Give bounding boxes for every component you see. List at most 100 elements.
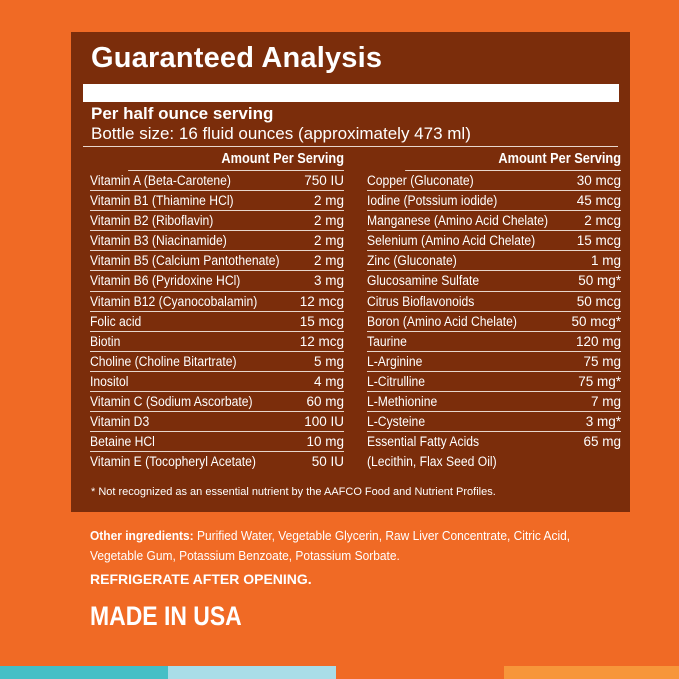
nutrient-row: Manganese (Amino Acid Chelate) 2 mcg	[367, 211, 621, 232]
nutrient-amount: 12 mcg	[299, 333, 344, 349]
nutrient-name: Manganese (Amino Acid Chelate)	[367, 213, 548, 229]
nutrient-name: Inositol	[90, 373, 129, 389]
nutrient-name: Vitamin C (Sodium Ascorbate)	[90, 394, 253, 410]
nutrient-name: Citrus Bioflavonoids	[367, 293, 475, 309]
nutrient-amount: 60 mg	[306, 394, 344, 410]
nutrient-row: Copper (Gluconate) 30 mcg	[367, 171, 621, 192]
nutrient-row: Essential Fatty Acids 65 mg	[367, 432, 621, 452]
nutrient-row: L-Arginine 75 mg	[367, 352, 621, 372]
nutrient-row: L-Cysteine 3 mg*	[367, 412, 621, 433]
nutrient-row: Biotin 12 mcg	[90, 332, 344, 352]
nutrient-name: Glucosamine Sulfate	[367, 273, 480, 289]
nutrient-row: Vitamin B5 (Calcium Pantothenate) 2 mg	[90, 251, 344, 272]
nutrient-amount: 15 mcg	[299, 313, 344, 329]
nutrient-name: Vitamin D3	[90, 414, 150, 430]
nutrient-name: Folic acid	[90, 313, 142, 329]
nutrient-amount: 2 mg	[313, 213, 344, 229]
nutrient-row: Zinc (Gluconate) 1 mg	[367, 251, 621, 272]
nutrient-amount: 30 mcg	[576, 173, 621, 188]
nutrient-row: Betaine HCl 10 mg	[90, 432, 344, 453]
nutrient-name: Vitamin E (Tocopheryl Acetate)	[90, 454, 256, 470]
nutrient-name: Biotin	[90, 333, 121, 349]
nutrient-row: Vitamin E (Tocopheryl Acetate) 50 IU	[90, 452, 344, 472]
nutrient-amount: 7 mg	[590, 394, 621, 410]
nutrient-row: Vitamin A (Beta-Carotene) 750 IU	[90, 171, 344, 192]
nutrient-amount: 2 mg	[313, 193, 344, 209]
nutrient-amount: 75 mg*	[578, 373, 621, 389]
other-ingredients-text: Purified Water, Vegetable Glycerin, Raw …	[90, 528, 571, 563]
nutrient-row: Vitamin C (Sodium Ascorbate) 60 mg	[90, 392, 344, 413]
nutrient-amount: 4 mg	[313, 373, 344, 389]
nutrient-row: L-Citrulline 75 mg*	[367, 372, 621, 393]
nutrient-name: Taurine	[367, 333, 407, 349]
nutrient-amount: 3 mg*	[585, 414, 621, 430]
nutrient-amount: 750 IU	[304, 173, 344, 188]
guaranteed-analysis-panel: Guaranteed Analysis Per half ounce servi…	[71, 32, 630, 512]
nutrient-name: Essential Fatty Acids	[367, 434, 480, 450]
divider	[83, 146, 618, 147]
nutrient-amount: 100 IU	[304, 414, 344, 430]
nutrient-row: (Lecithin, Flax Seed Oil)	[367, 452, 621, 472]
nutrient-name: Betaine HCl	[90, 434, 155, 450]
nutrient-name: L-Methionine	[367, 394, 438, 410]
nutrient-row: Vitamin B3 (Niacinamide) 2 mg	[90, 231, 344, 252]
nutrient-name: Vitamin B5 (Calcium Pantothenate)	[90, 253, 280, 269]
nutrient-name: Choline (Choline Bitartrate)	[90, 353, 237, 369]
nutrient-name: Vitamin B2 (Riboflavin)	[90, 213, 214, 229]
color-strip	[336, 666, 504, 679]
nutrient-amount: 75 mg	[583, 353, 621, 369]
amount-header: Amount Per Serving	[128, 149, 344, 171]
nutrient-row: Vitamin D3 100 IU	[90, 412, 344, 433]
other-ingredients-label: Other ingredients:	[90, 528, 194, 543]
nutrient-row: Folic acid 15 mcg	[90, 312, 344, 332]
nutrient-row: Vitamin B2 (Riboflavin) 2 mg	[90, 211, 344, 232]
nutrient-amount: 1 mg	[590, 253, 621, 269]
nutrient-row: Choline (Choline Bitartrate) 5 mg	[90, 352, 344, 372]
nutrient-row: Vitamin B1 (Thiamine HCl) 2 mg	[90, 191, 344, 212]
nutrient-column-left: Amount Per Serving Vitamin A (Beta-Carot…	[90, 149, 344, 472]
nutrient-amount: 10 mg	[306, 434, 344, 450]
nutrient-name: L-Arginine	[367, 353, 423, 369]
nutrient-amount: 15 mcg	[576, 233, 621, 249]
nutrient-name: Vitamin A (Beta-Carotene)	[90, 173, 231, 188]
color-strip	[0, 666, 168, 679]
nutrient-amount: 50 mcg	[576, 293, 621, 309]
nutrient-amount: 2 mg	[313, 233, 344, 249]
footnote: * Not recognized as an essential nutrien…	[91, 486, 496, 498]
nutrient-amount: 45 mcg	[576, 193, 621, 209]
nutrient-row: Inositol 4 mg	[90, 372, 344, 393]
nutrient-row: Vitamin B6 (Pyridoxine HCl) 3 mg	[90, 271, 344, 292]
amount-header: Amount Per Serving	[405, 149, 621, 171]
nutrient-name: Vitamin B3 (Niacinamide)	[90, 233, 227, 249]
nutrient-name: Vitamin B1 (Thiamine HCl)	[90, 193, 234, 209]
nutrient-name: L-Cysteine	[367, 414, 426, 430]
nutrient-row: Glucosamine Sulfate 50 mg*	[367, 271, 621, 292]
color-strip	[504, 666, 679, 679]
nutrient-amount: 12 mcg	[299, 293, 344, 309]
color-strip	[168, 666, 336, 679]
nutrient-row: L-Methionine 7 mg	[367, 392, 621, 413]
nutrient-name: Vitamin B6 (Pyridoxine HCl)	[90, 273, 241, 289]
divider-bar	[83, 84, 619, 102]
refrigerate-notice: REFRIGERATE AFTER OPENING.	[90, 571, 312, 587]
nutrient-name: Zinc (Gluconate)	[367, 253, 457, 269]
nutrient-name: Vitamin B12 (Cyanocobalamin)	[90, 293, 258, 309]
nutrient-amount: 50 mcg*	[571, 313, 621, 329]
nutrient-column-right: Amount Per Serving Copper (Gluconate) 30 …	[367, 149, 621, 472]
panel-title: Guaranteed Analysis	[91, 42, 383, 74]
nutrient-amount: 2 mcg	[584, 213, 621, 229]
nutrient-name: Selenium (Amino Acid Chelate)	[367, 233, 536, 249]
made-in-usa: MADE IN USA	[90, 601, 242, 631]
nutrient-row: Selenium (Amino Acid Chelate) 15 mcg	[367, 231, 621, 252]
nutrient-amount: 50 mg*	[578, 273, 621, 289]
nutrient-name: L-Citrulline	[367, 373, 426, 389]
other-ingredients: Other ingredients: Purified Water, Veget…	[90, 526, 624, 566]
nutrient-row: Vitamin B12 (Cyanocobalamin) 12 mcg	[90, 292, 344, 312]
nutrient-amount: 65 mg	[583, 434, 621, 450]
nutrient-name: Iodine (Potssium iodide)	[367, 193, 498, 209]
nutrient-row: Citrus Bioflavonoids 50 mcg	[367, 292, 621, 312]
nutrient-amount: 120 mg	[575, 333, 621, 349]
nutrient-amount: 5 mg	[313, 353, 344, 369]
serving-size: Per half ounce serving	[91, 104, 274, 123]
bottle-size: Bottle size: 16 fluid ounces (approximat…	[91, 124, 471, 143]
